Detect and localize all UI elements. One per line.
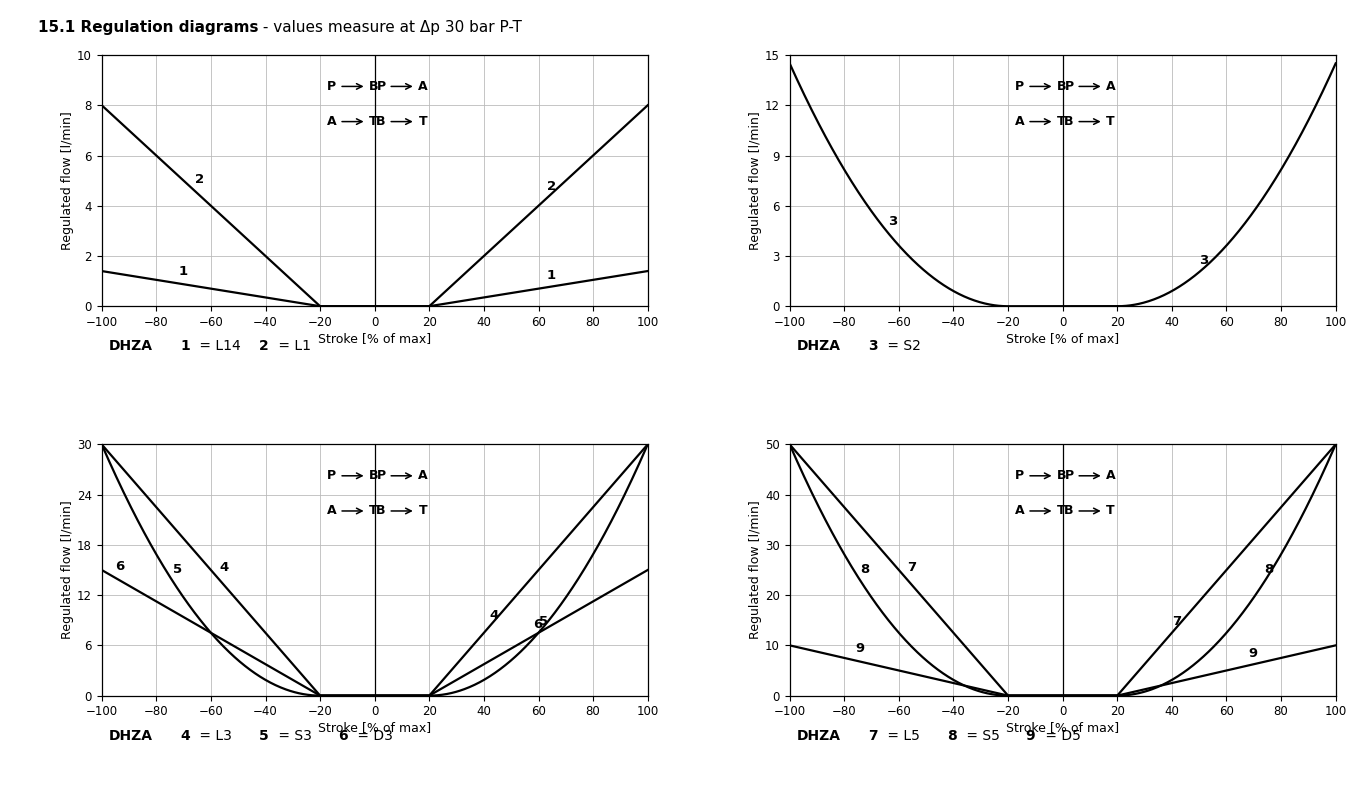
Text: P: P	[377, 80, 385, 93]
Text: A: A	[327, 505, 336, 517]
Text: 4: 4	[180, 729, 190, 743]
Text: 9: 9	[856, 642, 864, 656]
X-axis label: Stroke [% of max]: Stroke [% of max]	[319, 721, 431, 734]
Text: = D3: = D3	[353, 729, 392, 743]
Text: 3: 3	[888, 215, 898, 228]
Text: B: B	[1064, 505, 1074, 517]
Y-axis label: Regulated flow [l/min]: Regulated flow [l/min]	[750, 501, 762, 639]
Y-axis label: Regulated flow [l/min]: Regulated flow [l/min]	[61, 501, 75, 639]
Text: - values measure at Δp 30 bar P-T: - values measure at Δp 30 bar P-T	[258, 20, 522, 35]
Text: A: A	[327, 115, 336, 128]
Text: 8: 8	[946, 729, 957, 743]
Text: = D5: = D5	[1040, 729, 1081, 743]
Text: 3: 3	[1199, 254, 1208, 267]
Text: T: T	[1106, 115, 1115, 128]
Text: = S2: = S2	[883, 340, 921, 353]
Text: A: A	[1014, 505, 1024, 517]
Text: P: P	[1064, 469, 1074, 483]
Text: 15.1 Regulation diagrams: 15.1 Regulation diagrams	[38, 20, 259, 35]
Text: = L14: = L14	[195, 340, 241, 353]
Text: B: B	[1058, 469, 1067, 483]
Text: 5: 5	[172, 563, 182, 576]
Text: B: B	[369, 80, 378, 93]
Text: 1: 1	[180, 340, 190, 353]
Text: T: T	[1058, 505, 1066, 517]
Text: 7: 7	[868, 729, 877, 743]
Text: 2: 2	[546, 180, 556, 193]
Text: = S5: = S5	[961, 729, 999, 743]
Text: 6: 6	[338, 729, 347, 743]
Text: A: A	[419, 469, 428, 483]
Text: 9: 9	[1249, 648, 1257, 660]
Text: = S3: = S3	[274, 729, 312, 743]
Text: B: B	[1058, 80, 1067, 93]
Text: T: T	[1106, 505, 1115, 517]
Text: P: P	[377, 469, 385, 483]
Text: 1: 1	[546, 270, 556, 282]
Text: DHZA: DHZA	[108, 340, 152, 353]
Y-axis label: Regulated flow [l/min]: Regulated flow [l/min]	[61, 112, 75, 250]
Text: 1: 1	[178, 266, 187, 278]
Text: 2: 2	[259, 340, 268, 353]
X-axis label: Stroke [% of max]: Stroke [% of max]	[1006, 721, 1119, 734]
Text: 5: 5	[259, 729, 268, 743]
Text: A: A	[1106, 469, 1116, 483]
Text: = L5: = L5	[883, 729, 921, 743]
Text: 4: 4	[220, 561, 228, 575]
Text: P: P	[1064, 80, 1074, 93]
Text: P: P	[327, 469, 336, 483]
Text: A: A	[1014, 115, 1024, 128]
Text: T: T	[369, 115, 378, 128]
Text: B: B	[1064, 115, 1074, 128]
Text: 7: 7	[1172, 615, 1181, 628]
Text: A: A	[1106, 80, 1116, 93]
Text: = L3: = L3	[195, 729, 232, 743]
Text: P: P	[1016, 80, 1024, 93]
Text: = L1: = L1	[274, 340, 311, 353]
Text: DHZA: DHZA	[108, 729, 152, 743]
Text: 9: 9	[1025, 729, 1035, 743]
Text: T: T	[419, 115, 427, 128]
Text: A: A	[419, 80, 428, 93]
Text: 4: 4	[490, 608, 499, 622]
Text: B: B	[376, 505, 385, 517]
Text: 7: 7	[907, 561, 917, 575]
Text: 6: 6	[533, 618, 542, 631]
Text: 8: 8	[861, 563, 871, 576]
Text: 3: 3	[868, 340, 877, 353]
Text: 2: 2	[194, 173, 203, 185]
Text: T: T	[419, 505, 427, 517]
Y-axis label: Regulated flow [l/min]: Regulated flow [l/min]	[749, 112, 762, 250]
Text: 5: 5	[538, 615, 548, 628]
X-axis label: Stroke [% of max]: Stroke [% of max]	[1006, 332, 1119, 345]
Text: P: P	[327, 80, 336, 93]
Text: 8: 8	[1265, 563, 1273, 576]
Text: 6: 6	[115, 560, 125, 573]
Text: T: T	[369, 505, 378, 517]
Text: DHZA: DHZA	[796, 729, 841, 743]
X-axis label: Stroke [% of max]: Stroke [% of max]	[319, 332, 431, 345]
Text: T: T	[1058, 115, 1066, 128]
Text: B: B	[369, 469, 378, 483]
Text: DHZA: DHZA	[796, 340, 841, 353]
Text: P: P	[1016, 469, 1024, 483]
Text: B: B	[376, 115, 385, 128]
